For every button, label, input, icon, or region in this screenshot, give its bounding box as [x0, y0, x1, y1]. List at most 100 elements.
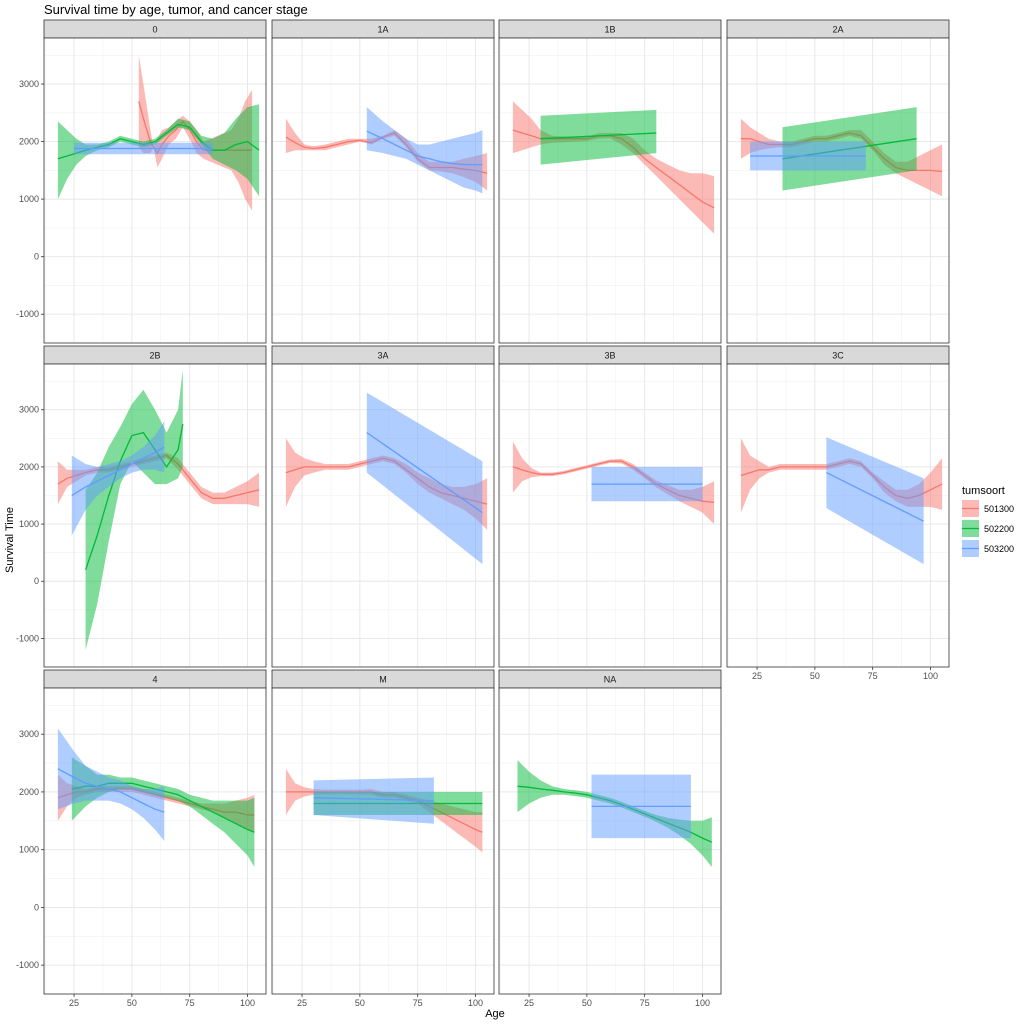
y-tick-label: 2000	[19, 787, 39, 797]
y-tick-label: -1000	[16, 633, 39, 643]
y-tick-label: 2000	[19, 137, 39, 147]
facet-strip-label: M	[379, 675, 387, 685]
gridlines	[727, 38, 949, 344]
x-tick-label: 50	[810, 671, 820, 681]
legend-item-502200: 502200	[962, 520, 1014, 537]
confidence-band	[366, 392, 483, 565]
gridlines	[499, 688, 721, 995]
x-tick-label: 50	[127, 998, 137, 1008]
y-tick-label: 1000	[19, 845, 39, 855]
panel-border	[43, 363, 267, 668]
x-tick-label: 50	[355, 998, 365, 1008]
y-tick-label: 1000	[19, 194, 39, 204]
x-tick-label: 100	[695, 998, 710, 1008]
x-tick-label: 100	[468, 998, 483, 1008]
x-tick-label: 75	[413, 998, 423, 1008]
y-tick-label: 3000	[19, 729, 39, 739]
x-tick-label: 75	[185, 998, 195, 1008]
series-503200	[591, 466, 703, 502]
facet-NA: NA 25 50 75 100	[498, 669, 722, 1008]
series-503200	[750, 141, 866, 171]
x-tick-label: 75	[640, 998, 650, 1008]
panel-border	[726, 37, 950, 344]
confidence-band	[540, 109, 657, 165]
confidence-band	[826, 437, 924, 565]
facet-0: 0 -1000 0 1000 2000 3000	[16, 19, 267, 344]
x-tick-label: 25	[752, 671, 762, 681]
confidence-band	[366, 107, 483, 194]
legend-title: tumsoort	[962, 485, 1005, 497]
x-tick-label: 75	[868, 671, 878, 681]
legend-label: 502200	[984, 524, 1014, 534]
panel-border	[43, 37, 267, 344]
x-axis-title: Age	[485, 1008, 505, 1020]
facet-strip-label: 3C	[832, 351, 844, 361]
y-tick-label: 3000	[19, 79, 39, 89]
y-tick-label: 0	[34, 252, 39, 262]
confidence-band	[57, 452, 260, 507]
legend-item-503200: 503200	[962, 540, 1014, 557]
panel-border	[498, 37, 722, 344]
y-tick-label: 3000	[19, 405, 39, 415]
panel-border	[271, 687, 495, 995]
x-tick-label: 100	[923, 671, 938, 681]
series-503200	[826, 437, 924, 565]
x-tick-label: 50	[582, 998, 592, 1008]
panel-background	[499, 688, 721, 994]
panel-background	[272, 38, 494, 343]
facet-1B: 1B	[498, 19, 722, 344]
smooth-line	[540, 132, 657, 140]
series-503200	[366, 107, 483, 194]
y-tick-label: 2000	[19, 462, 39, 472]
facet-3C: 3C 25 50 75 100	[726, 345, 950, 681]
panel-background	[727, 38, 949, 343]
y-tick-label: 0	[34, 902, 39, 912]
x-tick-label: 25	[297, 998, 307, 1008]
smooth-line	[366, 130, 483, 166]
facet-strip-label: 2B	[149, 351, 160, 361]
y-tick-label: 1000	[19, 519, 39, 529]
smooth-line	[313, 797, 434, 802]
facet-3B: 3B	[498, 345, 722, 668]
facet-strip-label: 3B	[604, 351, 615, 361]
smooth-line	[71, 446, 165, 497]
confidence-band	[313, 777, 434, 824]
series-503200	[313, 777, 434, 824]
facet-strip-label: 3A	[377, 351, 388, 361]
series-503200	[591, 774, 691, 839]
facet-strip-label: 0	[152, 25, 157, 35]
facet-4: 4 -1000 0 1000 2000 3000 25 50 75 100	[16, 669, 267, 1008]
facet-2A: 2A	[726, 19, 950, 344]
x-tick-label: 100	[240, 998, 255, 1008]
y-tick-label: 0	[34, 576, 39, 586]
legend-label: 503200	[984, 544, 1014, 554]
smooth-line	[366, 432, 483, 514]
smooth-line	[826, 472, 924, 522]
panel-background	[44, 38, 266, 343]
series-503200	[366, 392, 483, 565]
confidence-band	[71, 421, 165, 536]
panel-border	[726, 363, 950, 668]
gridlines	[499, 38, 721, 344]
legend: tumsoort 501300 502200 503200	[962, 485, 1014, 557]
facet-strip-label: 2A	[832, 25, 843, 35]
x-tick-label: 25	[524, 998, 534, 1008]
series-503200	[71, 421, 165, 536]
facet-1A: 1A	[271, 19, 495, 344]
facet-strip-label: 1A	[377, 25, 388, 35]
panel-border	[498, 687, 722, 995]
series-503200	[74, 142, 213, 155]
series-502200	[540, 109, 657, 165]
panel-border	[43, 687, 267, 995]
panel-border	[498, 363, 722, 668]
legend-label: 501300	[984, 504, 1014, 514]
panel-border	[271, 363, 495, 668]
facet-2B: 2B -1000 0 1000 2000 3000	[16, 345, 267, 668]
facet-strip-label: 1B	[604, 25, 615, 35]
panel-border	[271, 37, 495, 344]
legend-item-501300: 501300	[962, 500, 1014, 517]
facet-M: M 25 50 75 100	[271, 669, 495, 1008]
x-tick-label: 25	[69, 998, 79, 1008]
panel-background	[44, 688, 266, 994]
